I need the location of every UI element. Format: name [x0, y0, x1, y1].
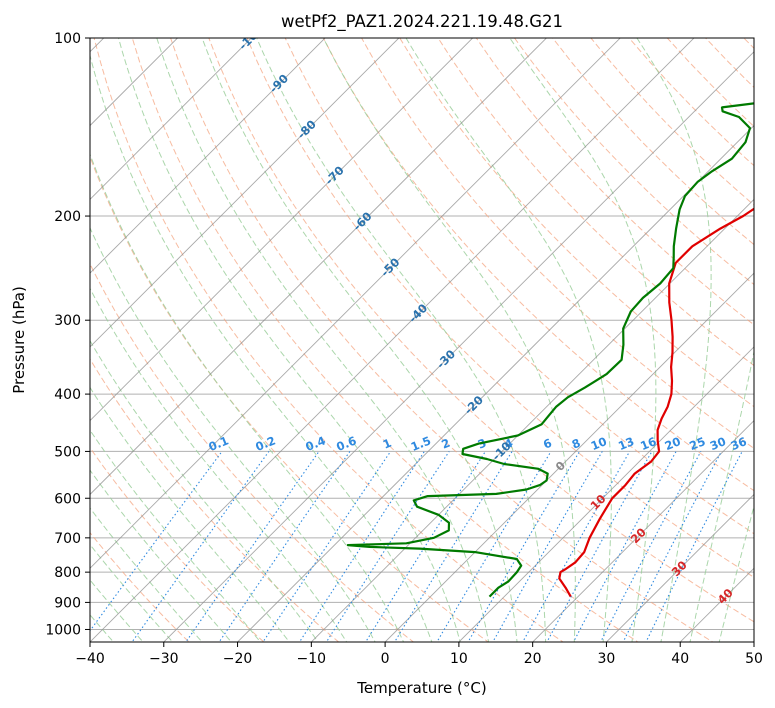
dry-adiabat	[90, 446, 265, 642]
y-tick-label: 100	[54, 31, 81, 47]
y-axis-label: Pressure (hPa)	[10, 286, 28, 394]
moist-adiabat	[90, 543, 174, 642]
moist-adiabat	[90, 53, 433, 642]
dry-adiabat	[399, 38, 754, 408]
mixing-ratio-label: 10	[589, 434, 609, 453]
y-tick-label: 500	[54, 444, 81, 460]
dry-adiabat	[90, 262, 415, 642]
moist-adiabat	[90, 226, 376, 642]
isotherm	[384, 272, 754, 642]
dewpoint-profile	[346, 102, 754, 598]
dry-adiabat	[93, 38, 564, 642]
dry-adiabat	[90, 531, 190, 642]
temperature-profile	[558, 207, 754, 598]
x-tick-label: 30	[598, 651, 616, 667]
mixing-ratio-line	[572, 451, 677, 642]
x-tick-label: −40	[75, 651, 105, 667]
mixing-ratio-line	[436, 451, 552, 642]
moist-adiabat	[90, 386, 290, 642]
isotherm	[90, 38, 252, 200]
mixing-ratio-label: 13	[616, 434, 636, 453]
isotherm	[90, 38, 400, 348]
dry-adiabat	[90, 358, 340, 642]
moist-adiabat	[636, 38, 712, 642]
mixing-ratio-label: 36	[729, 434, 749, 453]
moist-adiabat	[90, 287, 348, 642]
y-tick-label: 200	[54, 209, 81, 225]
background-lines	[90, 38, 754, 642]
mixing-ratio-label: 16	[638, 434, 658, 453]
dry-adiabat	[284, 38, 754, 535]
mixing-ratio-label: 30	[708, 434, 728, 453]
x-tick-label: −20	[223, 651, 253, 667]
isotherm	[90, 38, 621, 569]
dry-adiabat	[246, 38, 754, 578]
x-tick-label: 10	[450, 651, 468, 667]
moist-adiabat	[90, 579, 144, 642]
y-tick-label: 600	[54, 491, 81, 507]
moist-adiabat	[322, 38, 576, 642]
mixing-ratio-line	[467, 451, 581, 642]
y-tick-label: 300	[54, 313, 81, 329]
mixing-ratio-line	[262, 451, 392, 642]
moist-adiabat	[256, 38, 547, 642]
plot-frame	[89, 37, 755, 643]
isotherm	[90, 38, 548, 496]
isotherm	[458, 346, 754, 642]
dry-adiabat	[90, 155, 490, 642]
x-tick-label: −10	[297, 651, 327, 667]
isotherm	[163, 51, 754, 642]
axes: −40 −30 −20 −10 0 10 20 30 40 50 100 200 300 400 500 60…	[45, 31, 763, 667]
plot-background	[90, 38, 754, 642]
y-tick-label: 800	[54, 565, 81, 581]
dry-adiabat	[131, 38, 639, 642]
profiles	[346, 102, 754, 598]
dry-adiabat	[437, 38, 754, 367]
y-tick-label: 1000	[45, 622, 81, 638]
moist-adiabat	[90, 429, 262, 642]
mixing-ratio-line	[218, 451, 351, 642]
mixing-ratio-label: 20	[663, 434, 683, 453]
mixing-ratio-label: 25	[687, 434, 707, 453]
moist-adiabat	[90, 152, 405, 642]
mixing-ratio-line	[546, 451, 653, 642]
dry-adiabat	[208, 38, 754, 623]
y-tick-label: 400	[54, 387, 81, 403]
chart-title: wetPf2_PAZ1.2024.221.19.48.G21	[281, 12, 563, 32]
x-tick-label: 0	[381, 651, 390, 667]
y-tick-label: 900	[54, 595, 81, 611]
x-tick-label: 20	[524, 651, 542, 667]
x-tick-label: 50	[745, 651, 763, 667]
x-tick-label: −30	[149, 651, 179, 667]
dry-adiabat	[170, 38, 714, 642]
isotherm	[90, 38, 695, 642]
isotherm	[90, 38, 326, 274]
mixing-ratio-line	[131, 451, 270, 642]
moist-adiabat	[90, 339, 319, 642]
dry-adiabat	[322, 38, 754, 492]
isotherm	[532, 420, 754, 642]
mixing-ratio-line	[393, 451, 513, 642]
x-tick-label: 40	[671, 651, 689, 667]
x-axis-label: Temperature (°C)	[356, 679, 486, 697]
mixing-ratio-line	[365, 451, 486, 642]
y-tick-label: 700	[54, 531, 81, 547]
moist-adiabat	[90, 507, 203, 642]
moist-adiabat	[156, 38, 490, 642]
mixing-ratio-line	[298, 451, 425, 642]
mixing-ratio-line	[90, 451, 223, 632]
isotherm	[90, 38, 474, 422]
isotherm	[605, 493, 754, 642]
moist-adiabat	[90, 469, 232, 642]
moist-adiabat	[118, 38, 461, 642]
